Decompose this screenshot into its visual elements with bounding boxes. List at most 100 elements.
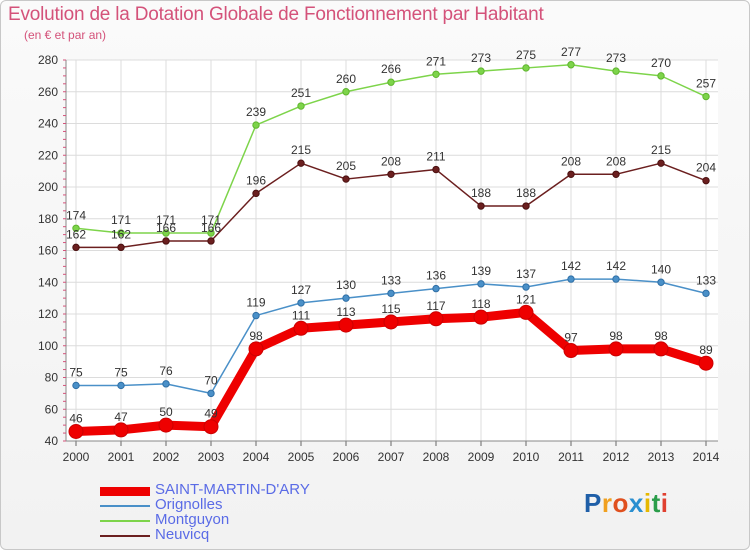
y-tick-label: 120: [38, 307, 58, 321]
data-label-saint-martin-d-ary: 89: [699, 343, 713, 357]
y-tick-label: 280: [38, 53, 58, 67]
legend-swatch-saint-martin-d-ary: [100, 486, 150, 496]
x-tick-label: 2003: [198, 450, 225, 464]
data-label-saint-martin-d-ary: 117: [426, 299, 445, 313]
y-tick-label: 200: [38, 180, 58, 194]
x-tick-label: 2005: [288, 450, 315, 464]
data-point-neuvicq: [702, 176, 710, 185]
data-label-neuvicq: 188: [471, 186, 491, 200]
data-label-saint-martin-d-ary: 113: [336, 305, 355, 319]
data-point-orignolles: [477, 280, 485, 288]
x-tick-label: 2001: [108, 450, 135, 464]
data-point-saint-martin-d-ary: [113, 422, 129, 438]
data-label-montguyon: 171: [201, 213, 221, 227]
logo-letter: i: [643, 488, 652, 518]
legend-label-orignolles: Orignolles: [155, 496, 223, 513]
data-point-montguyon: [162, 229, 170, 237]
legend-label-neuvicq: Neuvicq: [155, 526, 210, 543]
axes: 40 60 80 100 120 140 160 180 200 220 240 260 280 2000…: [38, 53, 720, 464]
data-label-neuvicq: 196: [246, 173, 266, 187]
data-label-saint-martin-d-ary: 98: [249, 329, 263, 343]
logo-letter: r: [601, 488, 613, 518]
x-tick-label: 2006: [333, 450, 360, 464]
data-point-saint-martin-d-ary: [203, 419, 219, 435]
legend-item-montguyon: Montguyon: [100, 511, 350, 528]
data-label-orignolles: 127: [291, 283, 311, 297]
data-label-orignolles: 75: [114, 365, 128, 379]
data-label-orignolles: 119: [246, 296, 265, 310]
legend-swatch-neuvicq: [100, 535, 150, 537]
data-label-orignolles: 133: [696, 273, 716, 287]
data-label-montguyon: 273: [471, 51, 491, 65]
proxiti-logo: Proxiti: [584, 488, 668, 519]
data-label-orignolles: 75: [69, 365, 83, 379]
data-label-saint-martin-d-ary: 111: [292, 308, 311, 322]
data-label-neuvicq: 166: [201, 221, 221, 235]
legend-item-neuvicq: Neuvicq: [100, 526, 350, 543]
data-label-orignolles: 139: [471, 264, 491, 278]
data-point-saint-martin-d-ary: [518, 304, 534, 320]
y-tick-label: 80: [45, 371, 59, 385]
y-tick-label: 220: [38, 148, 58, 162]
data-label-montguyon: 277: [561, 45, 581, 59]
data-label-montguyon: 271: [426, 54, 446, 68]
data-label-orignolles: 140: [651, 262, 671, 276]
data-label-neuvicq: 166: [156, 221, 176, 235]
data-point-neuvicq: [387, 170, 395, 179]
logo-letter: o: [612, 488, 629, 518]
y-tick-label: 40: [45, 434, 59, 448]
data-point-orignolles: [297, 299, 305, 307]
data-label-saint-martin-d-ary: 98: [654, 329, 668, 343]
data-point-orignolles: [567, 275, 575, 283]
logo-letter: t: [651, 488, 661, 518]
data-point-montguyon: [612, 67, 620, 75]
y-tick-label: 160: [38, 244, 58, 258]
legend-swatch-orignolles: [100, 505, 150, 507]
grid: [66, 59, 718, 442]
data-point-montguyon: [117, 229, 125, 237]
x-tick-label: 2012: [603, 450, 630, 464]
data-label-montguyon: 239: [246, 105, 266, 119]
data-label-saint-martin-d-ary: 98: [609, 329, 623, 343]
data-point-montguyon: [252, 121, 260, 129]
data-point-neuvicq: [477, 202, 485, 210]
data-point-orignolles: [522, 283, 530, 291]
data-label-neuvicq: 208: [381, 154, 401, 168]
data-point-saint-martin-d-ary: [608, 341, 624, 357]
data-point-saint-martin-d-ary: [563, 343, 579, 359]
x-tick-label: 2013: [648, 450, 675, 464]
data-label-orignolles: 70: [204, 373, 218, 387]
x-tick-label: 2009: [468, 450, 495, 464]
y-tick-label: 240: [38, 117, 58, 131]
data-label-montguyon: 275: [516, 48, 536, 62]
y-tick-label: 140: [38, 275, 58, 289]
x-tick-label: 2010: [513, 450, 540, 464]
data-label-orignolles: 136: [426, 269, 446, 283]
data-label-neuvicq: 208: [561, 154, 581, 168]
x-tick-label: 2002: [153, 450, 180, 464]
data-label-neuvicq: 215: [291, 143, 311, 157]
data-point-saint-martin-d-ary: [293, 320, 309, 336]
data-point-neuvicq: [567, 170, 575, 179]
data-label-neuvicq: 208: [606, 154, 626, 168]
legend-swatch-montguyon: [100, 520, 150, 522]
data-label-saint-martin-d-ary: 50: [159, 405, 173, 419]
data-point-neuvicq: [207, 237, 215, 245]
data-point-montguyon: [522, 64, 530, 72]
legend-label-montguyon: Montguyon: [155, 511, 230, 528]
data-label-montguyon: 174: [66, 208, 86, 222]
data-point-saint-martin-d-ary: [158, 417, 174, 433]
data-point-montguyon: [567, 61, 575, 69]
data-point-montguyon: [477, 67, 485, 75]
data-label-neuvicq: 204: [696, 161, 716, 175]
data-point-neuvicq: [657, 159, 665, 167]
data-point-montguyon: [297, 102, 305, 110]
data-label-orignolles: 142: [561, 259, 581, 273]
data-point-orignolles: [117, 381, 125, 390]
chart-title: Evolution de la Dotation Globale de Fonc…: [8, 4, 544, 25]
x-tick-label: 2008: [423, 450, 450, 464]
data-label-montguyon: 260: [336, 72, 356, 86]
data-label-neuvicq: 188: [516, 186, 536, 200]
data-point-neuvicq: [297, 159, 305, 167]
data-label-montguyon: 251: [291, 86, 311, 100]
